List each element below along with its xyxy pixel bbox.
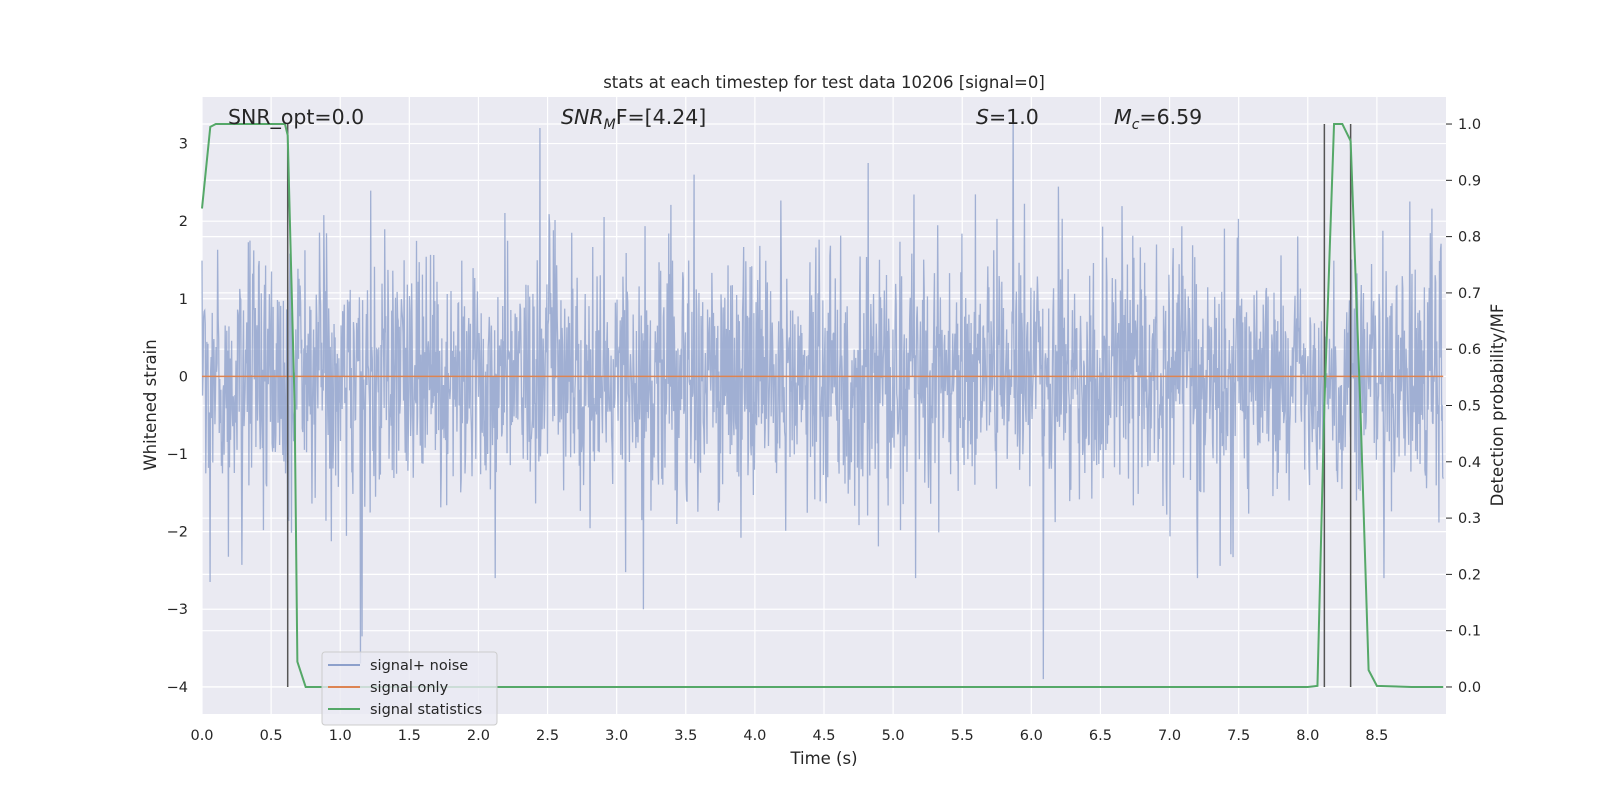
x-tick-label: 1.0: [329, 728, 352, 744]
x-tick-label: 8.0: [1296, 728, 1319, 744]
x-tick-label: 5.5: [951, 728, 974, 744]
snr-mf-subscript: M: [604, 117, 616, 133]
signal-statistics-line: [201, 123, 1444, 688]
y-tick-label: 2: [179, 214, 188, 230]
snr-mf-symbol: SNR: [561, 105, 604, 129]
y2-tick-label: 0.5: [1458, 399, 1481, 415]
series-signal-statistics: [201, 123, 1444, 688]
legend-label-signal-only: signal only: [370, 680, 449, 696]
x-tick-label: 0.0: [190, 728, 213, 744]
annotation-snr-mf: SNRMF=[4.24]: [561, 105, 706, 133]
s-value: =1.0: [989, 105, 1039, 129]
x-axis-label: Time (s): [789, 749, 857, 768]
y2-tick-label: 0.1: [1458, 624, 1481, 640]
y-tick-label: 1: [179, 292, 188, 308]
chart-title: stats at each timestep for test data 102…: [603, 73, 1045, 92]
y2-tick-label: 0.9: [1458, 173, 1481, 189]
legend-label-signal-noise: signal+ noise: [370, 658, 468, 674]
y-axis-label: Whitened strain: [141, 339, 160, 470]
x-tick-label: 1.5: [398, 728, 421, 744]
x-tick-label: 4.5: [812, 728, 835, 744]
annotation-mc: Mc=6.59: [1114, 105, 1202, 133]
annotation-snr-opt: SNR_opt=0.0: [228, 105, 364, 130]
y2-tick-label: 0.6: [1458, 342, 1481, 358]
y2-tick-label: 1.0: [1458, 117, 1481, 133]
y2-tick-label: 0.3: [1458, 511, 1481, 527]
y-tick-label: −3: [167, 602, 188, 618]
x-tick-label: 7.0: [1158, 728, 1181, 744]
series-signal-noise: [201, 108, 1444, 680]
x-tick-label: 4.0: [743, 728, 766, 744]
y2-axis-label: Detection probability/MF: [1488, 304, 1507, 507]
legend-frame: [321, 651, 498, 726]
y-tick-label: −2: [167, 525, 188, 541]
x-tick-label: 5.0: [882, 728, 905, 744]
mc-symbol: M: [1114, 105, 1132, 129]
legend: signal+ noise signal only signal statist…: [321, 651, 498, 726]
legend-label-signal-statistics: signal statistics: [370, 702, 482, 718]
signal-noise-line: [201, 108, 1444, 680]
x-tick-label: 0.5: [260, 728, 283, 744]
x-tick-label: 6.0: [1020, 728, 1043, 744]
snr-mf-value: F=[4.24]: [616, 105, 707, 129]
y-tick-label: 3: [179, 137, 188, 153]
x-tick-labels: 0.0 0.5 1.0 1.5 2.0 2.5 3.0 3.5 4.0 4.5 5.0 5.5 6.0 6…: [190, 728, 1388, 744]
x-tick-label: 6.5: [1089, 728, 1112, 744]
x-tick-label: 7.5: [1227, 728, 1250, 744]
x-tick-label: 3.5: [674, 728, 697, 744]
y-tick-labels: −4 −3 −2 −1 0 1 2 3: [167, 137, 188, 696]
y-tick-label: 0: [179, 369, 188, 385]
y-tick-label: −1: [167, 447, 188, 463]
x-tick-label: 2.5: [536, 728, 559, 744]
y2-tick-labels: 0.0 0.1 0.2 0.3 0.4 0.5 0.6 0.7 0.8 0.9 1.0: [1446, 117, 1481, 696]
mc-subscript: c: [1132, 117, 1140, 133]
y2-tick-label: 0.0: [1458, 680, 1481, 696]
y2-tick-label: 0.4: [1458, 455, 1481, 471]
mc-value: =6.59: [1139, 105, 1202, 129]
annotation-s: S=1.0: [976, 105, 1039, 129]
x-tick-label: 2.0: [467, 728, 490, 744]
y2-tick-label: 0.8: [1458, 230, 1481, 246]
y-tick-label: −4: [167, 680, 188, 696]
s-symbol: S: [976, 105, 989, 129]
x-tick-label: 8.5: [1365, 728, 1388, 744]
y2-tick-label: 0.2: [1458, 567, 1481, 583]
x-tick-label: 3.0: [605, 728, 628, 744]
y2-tick-label: 0.7: [1458, 286, 1481, 302]
